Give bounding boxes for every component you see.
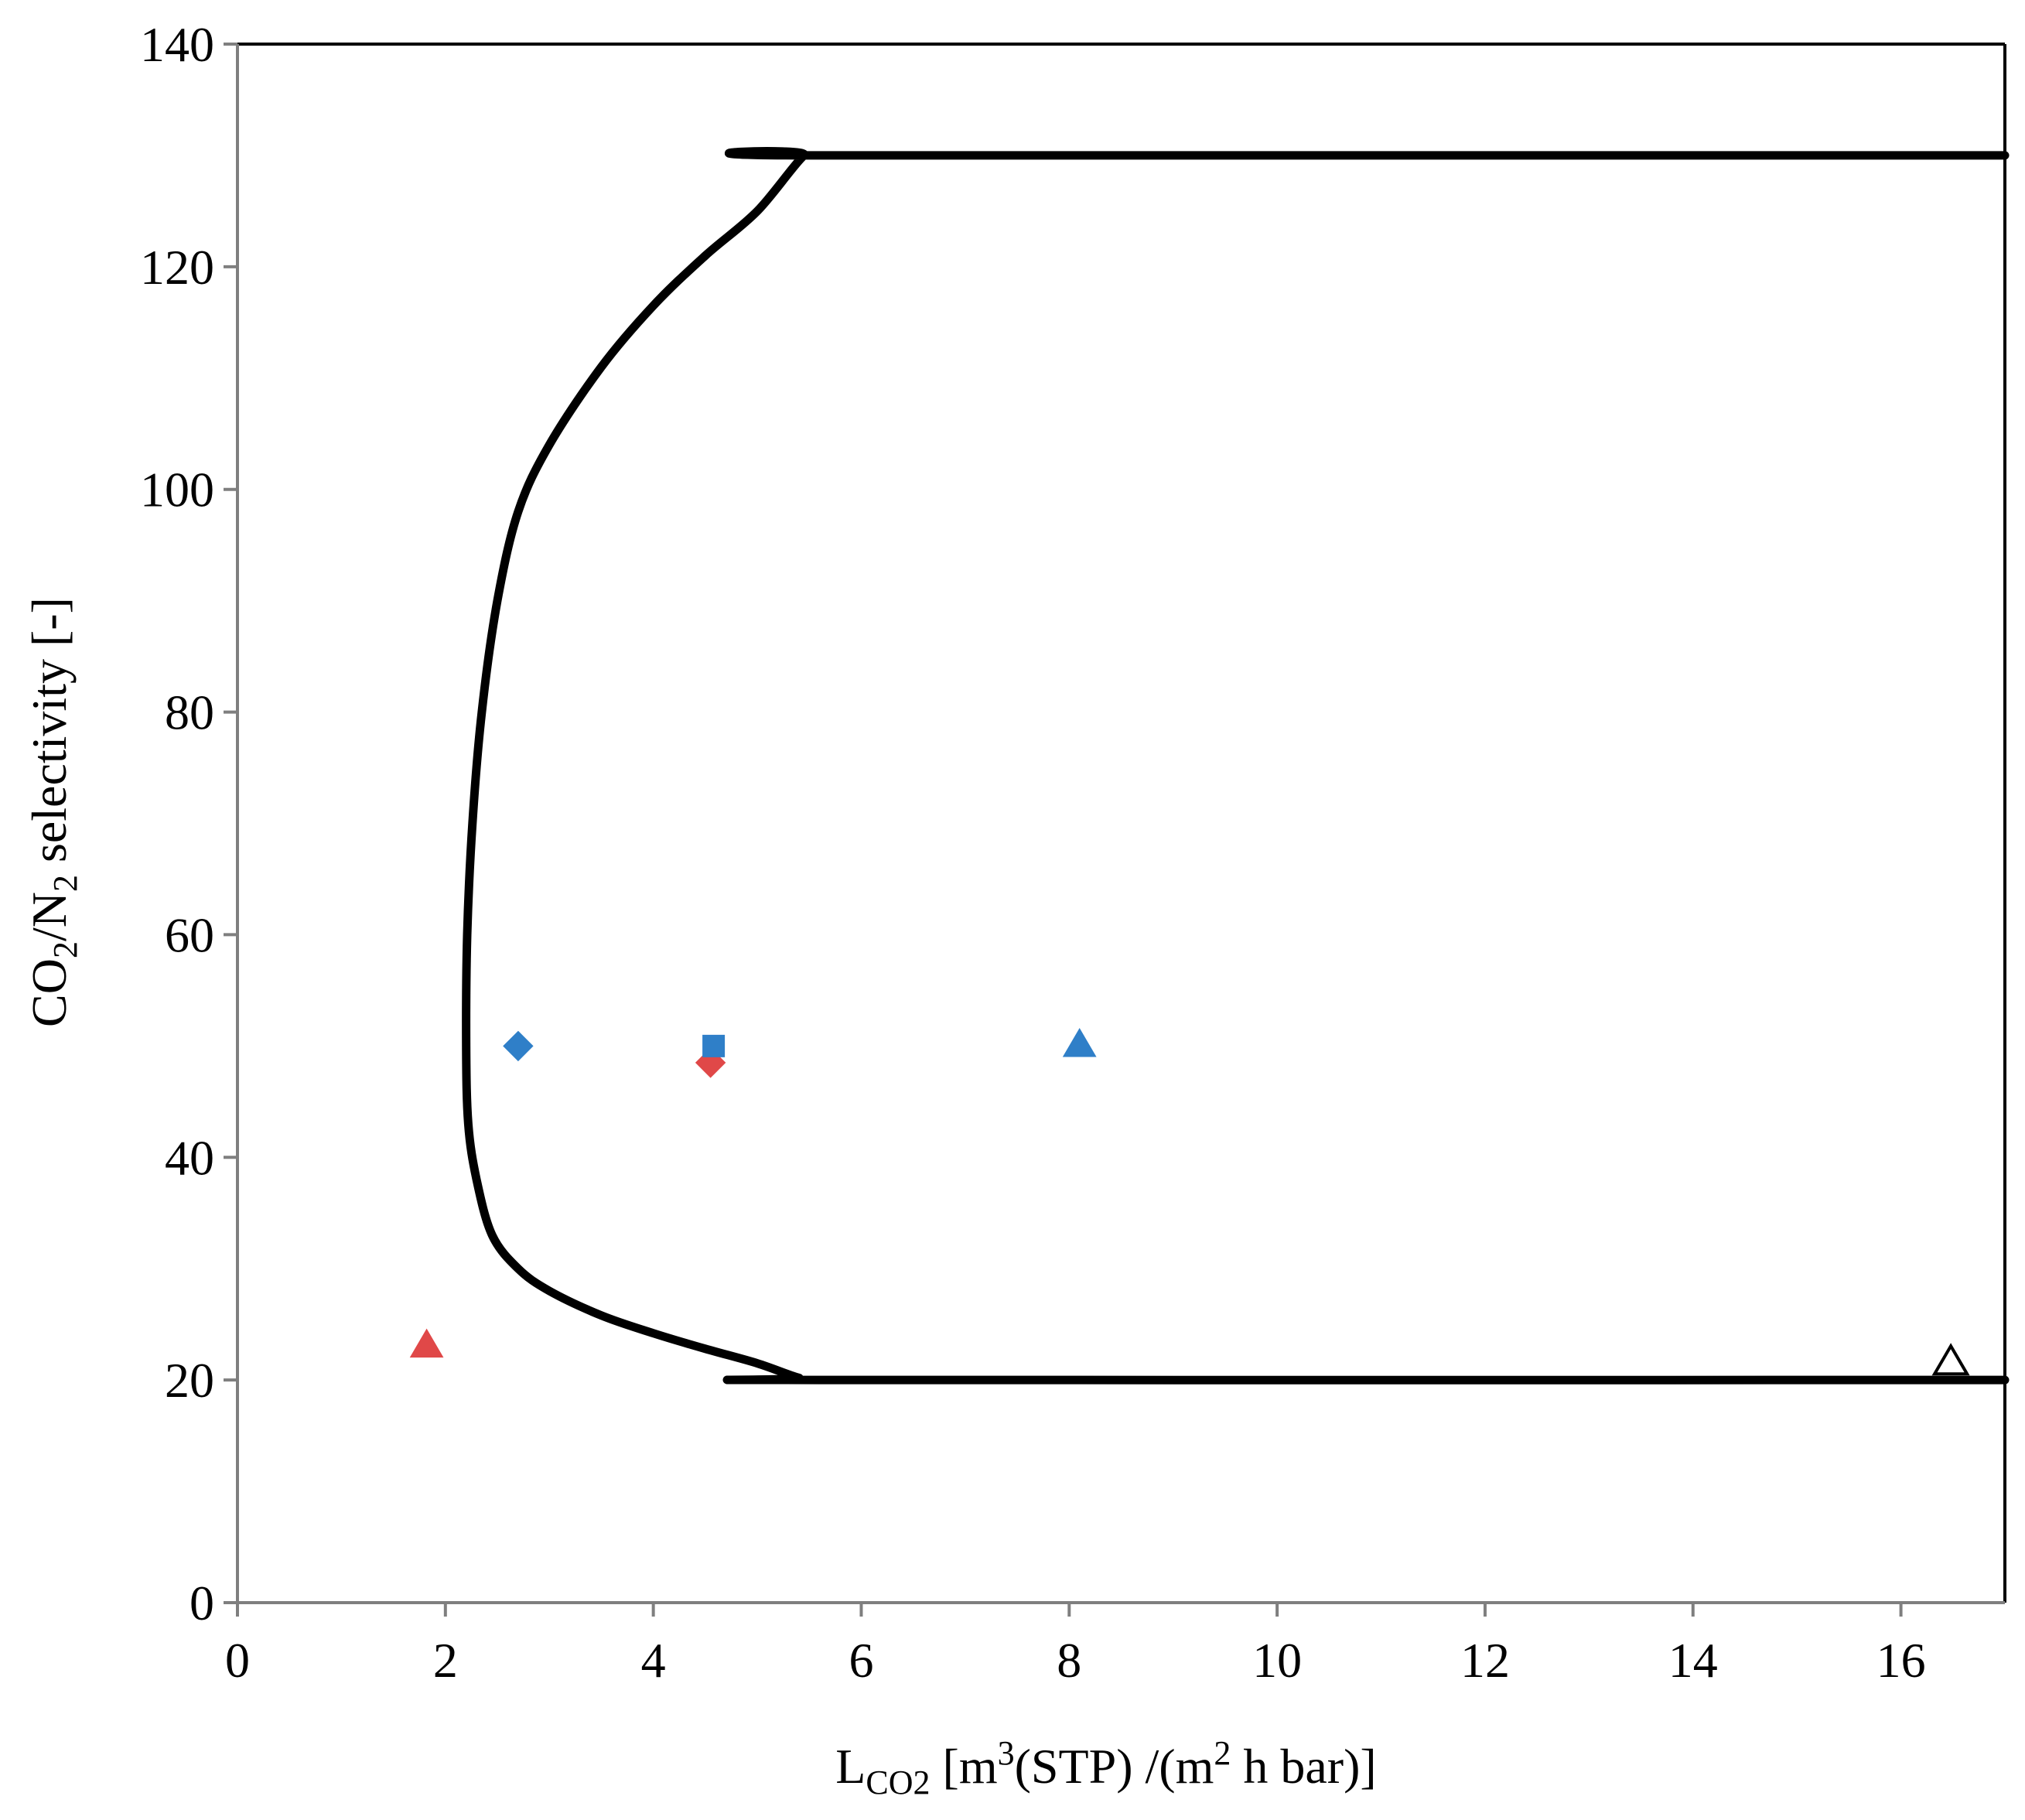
y-tick-label: 100 <box>140 463 214 517</box>
axis-labels: 0 2 4 6 8 10 12 14 16 0 20 40 60 80 100 120 140 <box>140 17 1926 1688</box>
x-tick-label: 16 <box>1876 1633 1926 1688</box>
x-tick-label: 4 <box>641 1633 666 1688</box>
x-tick-label: 8 <box>1057 1633 1081 1688</box>
y-tick-label: 40 <box>165 1130 214 1185</box>
data-point-diamond <box>503 1030 534 1062</box>
x-tick-label: 2 <box>433 1633 458 1688</box>
plot-frame <box>236 43 2006 1604</box>
y-tick-label: 120 <box>140 240 214 295</box>
y-tick-label: 60 <box>165 907 214 962</box>
x-tick-label: 10 <box>1252 1633 1302 1688</box>
y-tick-label: 140 <box>140 17 214 72</box>
x-tick-label: 6 <box>849 1633 873 1688</box>
data-point-triangle <box>409 1328 444 1358</box>
y-tick-label: 80 <box>165 685 214 740</box>
boundary-curve <box>462 147 2010 1385</box>
data-points <box>409 1028 1970 1376</box>
data-point-triangle <box>1931 1343 1970 1376</box>
data-point-square <box>702 1034 726 1057</box>
data-point-triangle <box>1062 1028 1097 1057</box>
x-axis-title: LCO2 [m3(STP) /(m2 h bar)] <box>835 1734 1376 1801</box>
y-tick-label: 20 <box>165 1353 214 1408</box>
x-tick-label: 12 <box>1460 1633 1510 1688</box>
x-tick-label: 0 <box>225 1633 250 1688</box>
x-tick-label: 14 <box>1668 1633 1718 1688</box>
y-tick-label: 0 <box>190 1576 214 1630</box>
y-axis-title: CO2/N2 selectivity [-] <box>22 597 84 1027</box>
axis-ticks <box>224 43 1903 1617</box>
boundary-line <box>462 147 2010 1385</box>
